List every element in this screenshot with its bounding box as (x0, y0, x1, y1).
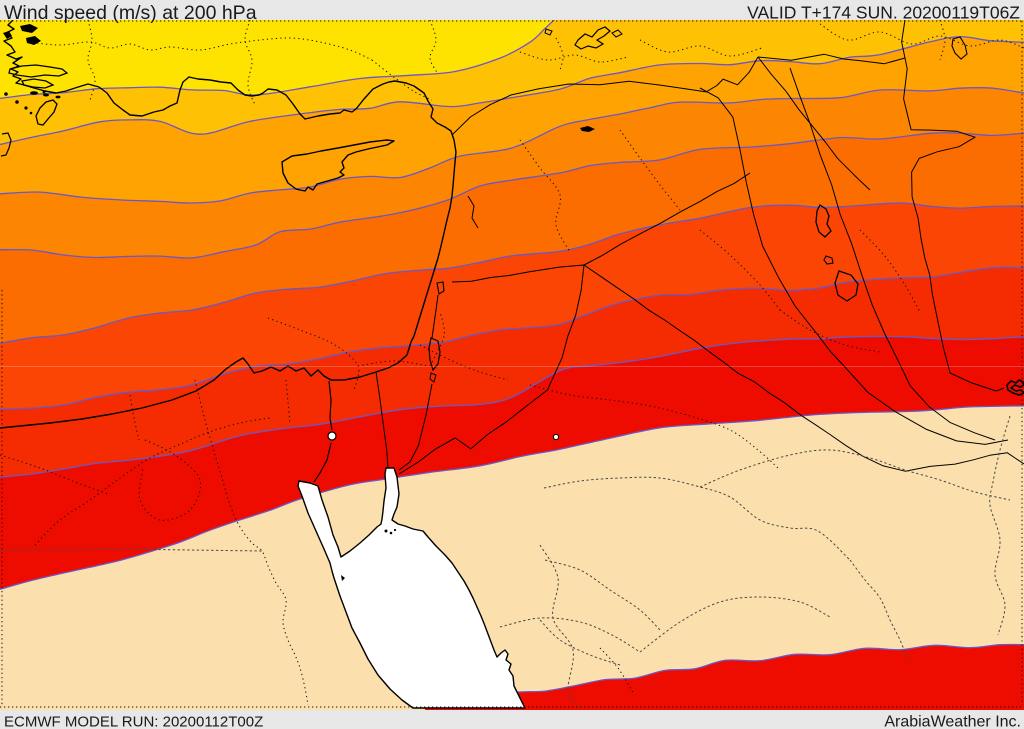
svg-text:VALID T+174 SUN. 20200119T06Z: VALID T+174 SUN. 20200119T06Z (747, 3, 1020, 23)
svg-text:ECMWF MODEL RUN: 20200112T00Z: ECMWF MODEL RUN: 20200112T00Z (4, 714, 263, 729)
svg-text:Wind speed (m/s) at 200 hPa: Wind speed (m/s) at 200 hPa (4, 2, 257, 24)
svg-text:ArabiaWeather Inc.: ArabiaWeather Inc. (884, 714, 1021, 729)
